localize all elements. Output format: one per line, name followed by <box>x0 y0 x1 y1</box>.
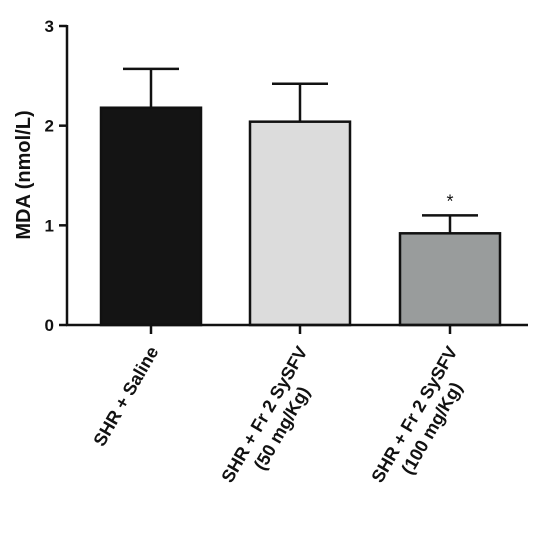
x-tick-label-line: SHR + Saline <box>89 343 162 450</box>
x-axis: SHR + Saline SHR + Fr 2 SySFV(50 mg/Kg) SH… <box>66 323 528 497</box>
y-axis-label: MDA (nmol/L) <box>13 110 35 239</box>
bar <box>248 120 352 327</box>
bar <box>398 232 502 327</box>
bar <box>99 106 203 327</box>
y-axis: 0 1 2 3 <box>45 17 69 335</box>
y-tick-label: 2 <box>45 117 54 136</box>
x-tick-label: SHR + Fr 2 SySFV(100 mg/Kg) <box>367 343 480 497</box>
bars: * <box>99 67 502 327</box>
significance-marker: * <box>446 191 453 211</box>
x-tick-label: SHR + Fr 2 SySFV(50 mg/Kg) <box>217 343 330 497</box>
x-tick-label: SHR + Saline <box>89 343 162 450</box>
y-tick-label: 0 <box>45 316 54 335</box>
y-tick-label: 1 <box>45 216 54 235</box>
y-tick-label: 3 <box>45 17 54 36</box>
